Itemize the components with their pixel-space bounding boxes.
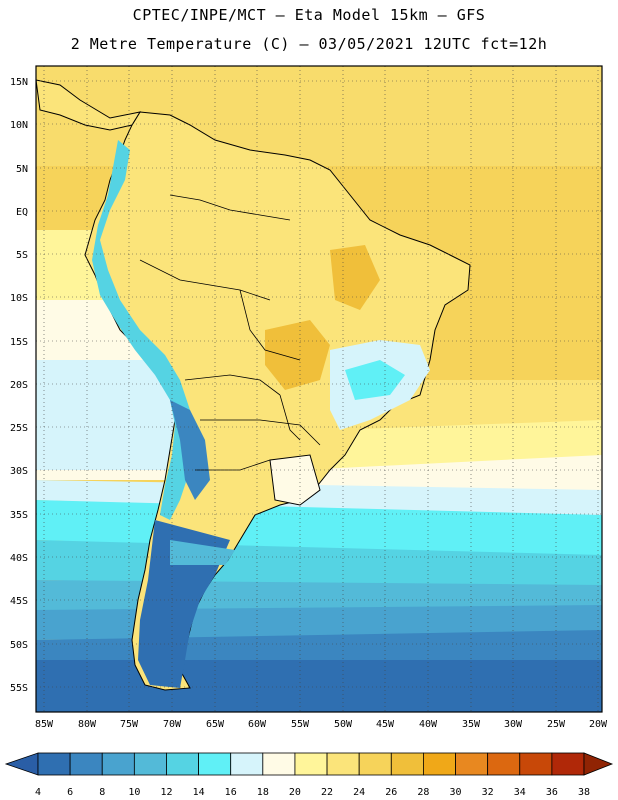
lon-label: 40W (419, 719, 438, 730)
lat-label: 5S (16, 250, 28, 261)
lon-label: 65W (206, 719, 225, 730)
legend-swatch (487, 752, 521, 776)
legend-level-label: 32 (482, 787, 494, 798)
legend-level-label: 18 (257, 787, 269, 798)
lat-label: 30S (10, 466, 28, 477)
legend-level-label: 6 (67, 787, 73, 798)
lon-label: 30W (504, 719, 523, 730)
legend-swatch (423, 752, 456, 776)
legend-swatch (262, 752, 296, 776)
legend-swatch (37, 752, 71, 776)
legend-level-label: 8 (99, 787, 105, 798)
lat-label: EQ (16, 207, 28, 218)
legend-swatch (390, 752, 424, 776)
lat-label: 50S (10, 640, 28, 651)
legend-level-label: 34 (514, 787, 526, 798)
lat-label: 10N (10, 120, 28, 131)
legend-swatch (101, 752, 135, 776)
legend-level-label: 36 (546, 787, 558, 798)
legend-arrow-high (583, 752, 614, 776)
lat-label: 10S (10, 293, 28, 304)
lon-label: 25W (547, 719, 566, 730)
legend-arrow-low (4, 752, 39, 776)
legend-level-label: 30 (450, 787, 462, 798)
legend-level-label: 22 (321, 787, 333, 798)
longitude-labels: 85W 80W 75W 70W 65W 60W 55W 50W 45W 40W … (35, 719, 608, 730)
legend-level-label: 14 (193, 787, 205, 798)
lon-label: 35W (462, 719, 481, 730)
lon-label: 60W (248, 719, 267, 730)
temperature-field (36, 66, 602, 712)
lat-label: 55S (10, 683, 28, 694)
map-subtitle: 2 Metre Temperature (C) – 03/05/2021 12U… (70, 35, 548, 53)
legend-swatch (198, 752, 232, 776)
lon-label: 80W (78, 719, 97, 730)
lon-label: 70W (163, 719, 182, 730)
legend-swatch (519, 752, 553, 776)
legend-level-label: 4 (35, 787, 41, 798)
legend-level-label: 16 (225, 787, 237, 798)
map-frame (35, 65, 603, 713)
lat-label: 5N (16, 164, 28, 175)
lon-label: 75W (120, 719, 139, 730)
legend-swatch (133, 752, 167, 776)
lon-label: 45W (376, 719, 395, 730)
lat-label: 25S (10, 423, 28, 434)
legend-level-label: 12 (160, 787, 172, 798)
legend-swatch (455, 752, 489, 776)
map-title: CPTEC/INPE/MCT – Eta Model 15km – GFS (132, 6, 486, 24)
lat-label: 20S (10, 380, 28, 391)
legend-level-label: 28 (417, 787, 429, 798)
lat-label: 45S (10, 596, 28, 607)
lon-label: 50W (334, 719, 353, 730)
legend-swatch (230, 752, 264, 776)
legend-level-label: 38 (578, 787, 590, 798)
lat-label: 15N (10, 77, 28, 88)
legend-swatch (294, 752, 328, 776)
latitude-labels: 15N 10N 5N EQ 5S 10S 15S 20S 25S 30S 35S… (10, 77, 28, 694)
lat-label: 15S (10, 337, 28, 348)
legend-swatch (358, 752, 392, 776)
lon-label: 85W (35, 719, 54, 730)
legend-swatch (69, 752, 103, 776)
legend-swatch (551, 752, 585, 776)
lon-label: 20W (589, 719, 608, 730)
color-legend: 4 6 8 10 12 14 16 18 20 22 24 26 28 30 32 34 36 38 (4, 752, 614, 798)
legend-swatch (326, 752, 360, 776)
legend-level-label: 20 (289, 787, 301, 798)
lon-label: 55W (291, 719, 310, 730)
legend-level-label: 10 (128, 787, 140, 798)
lat-label: 35S (10, 510, 28, 521)
legend-level-label: 24 (353, 787, 365, 798)
legend-swatch (166, 752, 199, 776)
lat-label: 40S (10, 553, 28, 564)
legend-level-label: 26 (385, 787, 397, 798)
